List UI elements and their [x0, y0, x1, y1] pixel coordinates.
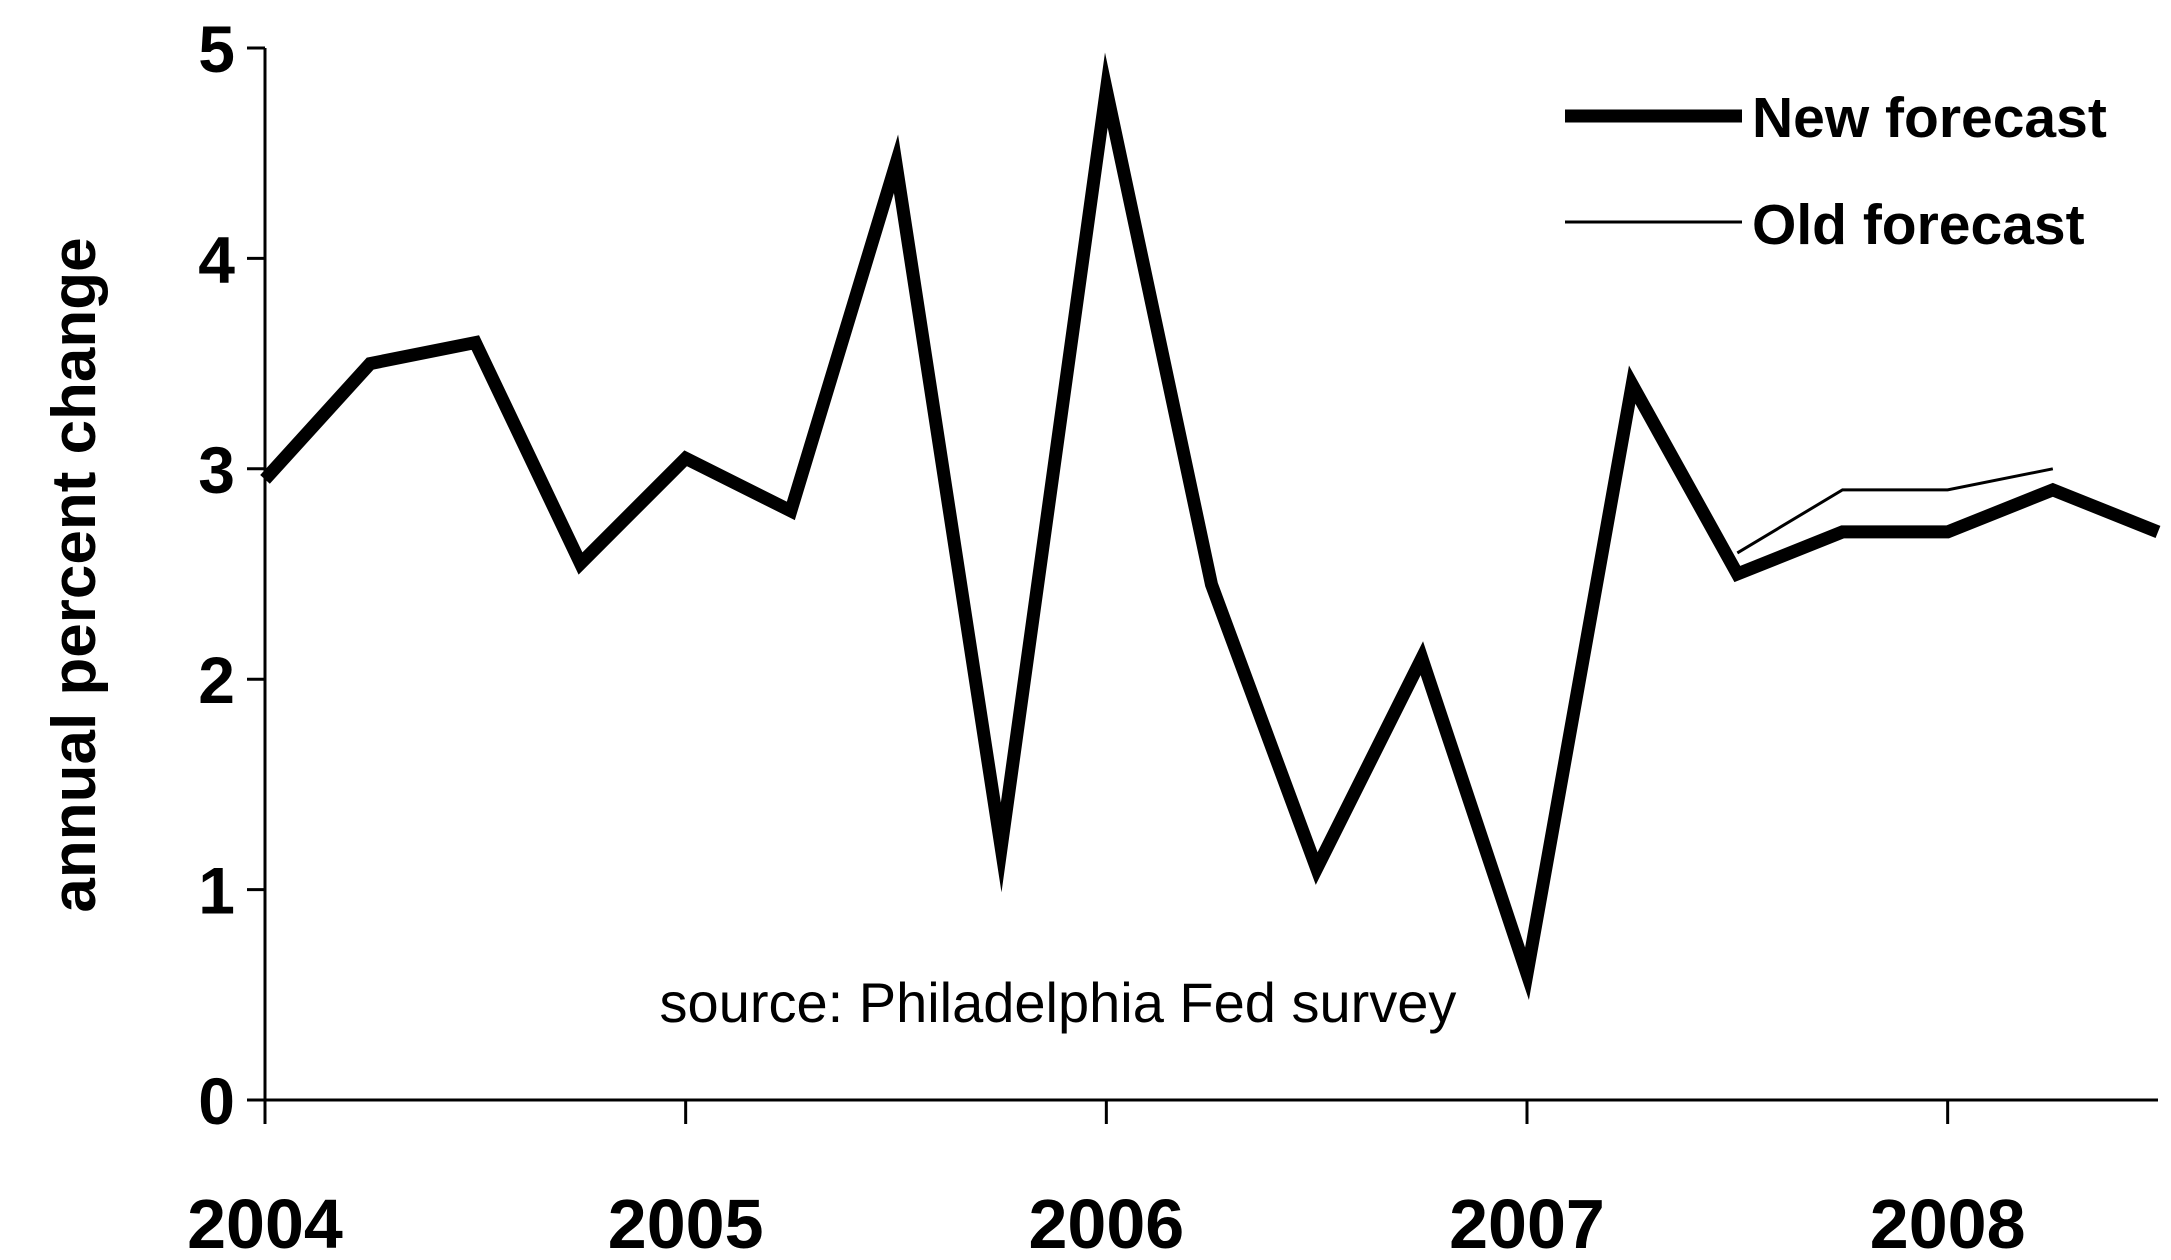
- series-layer: [260, 52, 2161, 1001]
- x-tick-label: 2005: [608, 1185, 764, 1260]
- series-line-old-forecast: [1736, 467, 2054, 555]
- y-tick-label: 5: [198, 12, 235, 86]
- y-tick-label: 3: [198, 433, 235, 507]
- y-tick-label: 4: [198, 222, 235, 296]
- y-axis: 0 1 2 3 4 5: [198, 12, 267, 1138]
- x-axis: 2004 2005 2006 2007 2008: [187, 1098, 2158, 1260]
- y-tick-label: 0: [198, 1064, 235, 1138]
- legend-label-old-forecast: Old forecast: [1752, 193, 2085, 257]
- legend: New forecast Old forecast: [1565, 86, 2107, 257]
- x-tick-label: 2008: [1870, 1185, 2026, 1260]
- x-tick-label: 2006: [1028, 1185, 1184, 1260]
- y-tick-label: 1: [198, 854, 235, 928]
- y-axis-label: annual percent change: [40, 237, 109, 912]
- y-tick-label: 2: [198, 643, 235, 717]
- x-tick-label: 2007: [1449, 1185, 1605, 1260]
- legend-label-new-forecast: New forecast: [1752, 86, 2107, 150]
- x-tick-label: 2004: [187, 1185, 343, 1260]
- series-line-new-forecast: [260, 52, 2161, 1001]
- source-annotation: source: Philadelphia Fed survey: [660, 971, 1457, 1034]
